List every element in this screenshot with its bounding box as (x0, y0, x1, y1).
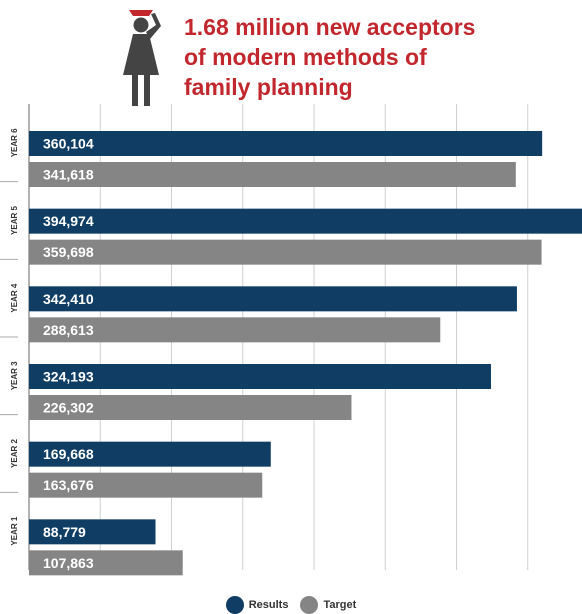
data-label: 341,618 (43, 167, 94, 183)
target-bar (29, 395, 352, 420)
headline-line: family planning (184, 74, 353, 100)
chart-headline: 1.68 million new acceptors of modern met… (184, 12, 475, 102)
data-label: 288,613 (43, 322, 94, 338)
chart-legend: Results Target (0, 596, 582, 614)
data-label: 359,698 (43, 244, 94, 260)
data-label: 360,104 (43, 136, 94, 152)
target-bar (29, 162, 516, 187)
results-bar (29, 441, 271, 467)
category-label: YEAR 5 (10, 206, 19, 235)
head-basket-shape (129, 10, 153, 16)
legend-item-target: Target (300, 596, 356, 614)
target-bar (29, 550, 183, 576)
data-label: 107,863 (43, 555, 94, 571)
results-bar (29, 519, 156, 545)
category-label: YEAR 3 (10, 361, 19, 390)
results-bar (29, 364, 491, 389)
data-label: 324,193 (43, 369, 94, 385)
head-shape (133, 17, 149, 33)
results-bar (29, 131, 543, 156)
data-label: 88,779 (43, 524, 86, 540)
category-label: YEAR 1 (10, 516, 19, 545)
data-label: 394,974 (43, 213, 94, 229)
category-label: YEAR 4 (10, 283, 19, 312)
right-leg-shape (144, 75, 150, 106)
legend-swatch-target (300, 596, 319, 614)
target-bar (29, 239, 542, 265)
woman-figure-icon (123, 10, 161, 106)
data-label: 169,668 (43, 446, 94, 462)
legend-swatch-results (225, 596, 244, 614)
data-label: 226,302 (43, 400, 94, 416)
raised-arm-shape (146, 13, 161, 39)
category-label: YEAR 6 (10, 128, 19, 157)
headline-line: 1.68 million new acceptors (184, 14, 476, 40)
legend-item-results: Results (225, 596, 289, 614)
results-bar (29, 286, 517, 312)
data-label: 342,410 (43, 291, 94, 307)
target-bar (29, 472, 263, 498)
category-label: YEAR 2 (10, 439, 19, 468)
legend-label-target: Target (323, 599, 357, 611)
left-leg-shape (132, 75, 138, 106)
target-bar (29, 317, 441, 343)
data-label: 163,676 (43, 477, 94, 493)
dress-shape (123, 34, 159, 75)
legend-label-results: Results (248, 599, 289, 611)
headline-line: of modern methods of (184, 44, 427, 70)
results-bar (29, 208, 582, 234)
